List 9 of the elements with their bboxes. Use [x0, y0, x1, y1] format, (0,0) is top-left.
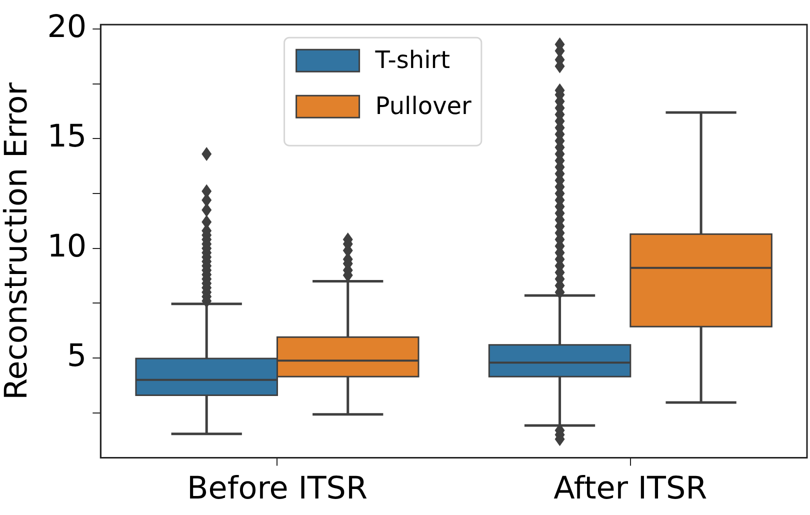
- y-tick-label: 5: [66, 338, 87, 374]
- x-tick-label: Before ITSR: [186, 470, 368, 506]
- y-tick-label: 15: [47, 118, 87, 155]
- legend-label: Pullover: [375, 92, 472, 120]
- x-tick-label: After ITSR: [554, 470, 708, 506]
- legend-label: T-shirt: [374, 46, 450, 74]
- y-tick-label: 10: [47, 228, 87, 264]
- y-axis-title: Reconstruction Error: [0, 82, 35, 400]
- y-tick-label: 20: [47, 9, 87, 46]
